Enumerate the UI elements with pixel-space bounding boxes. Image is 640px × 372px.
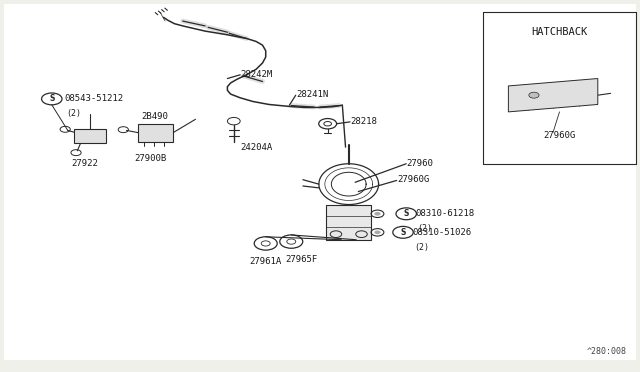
Text: 27960G: 27960G [543,131,575,141]
Text: 08543-51212: 08543-51212 [65,94,124,103]
Text: 27900B: 27900B [135,154,167,163]
Bar [138,124,173,141]
Text: S: S [401,228,406,237]
Text: 24204A: 24204A [240,142,273,151]
Text: 2B490: 2B490 [141,112,168,121]
Text: ^280:008: ^280:008 [586,347,627,356]
Circle shape [529,92,539,98]
Text: 28242M: 28242M [241,70,273,78]
Text: (2): (2) [66,109,81,118]
Text: (2): (2) [417,224,432,233]
Text: 27965F: 27965F [285,255,317,264]
Text: 08310-61218: 08310-61218 [416,209,475,218]
Text: |: | [158,10,166,21]
Text: 28241N: 28241N [296,90,328,99]
Text: 27922: 27922 [71,159,98,168]
Text: HATCHBACK: HATCHBACK [531,27,588,37]
Text: 28218: 28218 [351,117,378,126]
Text: S: S [49,94,54,103]
Circle shape [374,231,381,234]
Text: 27960G: 27960G [397,175,429,184]
Bar [74,129,106,143]
Circle shape [374,212,381,216]
Text: (2): (2) [414,243,429,251]
Text: 27960: 27960 [406,158,433,167]
Text: 08310-51026: 08310-51026 [413,228,472,237]
Text: 27961A: 27961A [250,257,282,266]
Text: S: S [404,209,409,218]
Bar [326,205,371,240]
Polygon shape [508,78,598,112]
